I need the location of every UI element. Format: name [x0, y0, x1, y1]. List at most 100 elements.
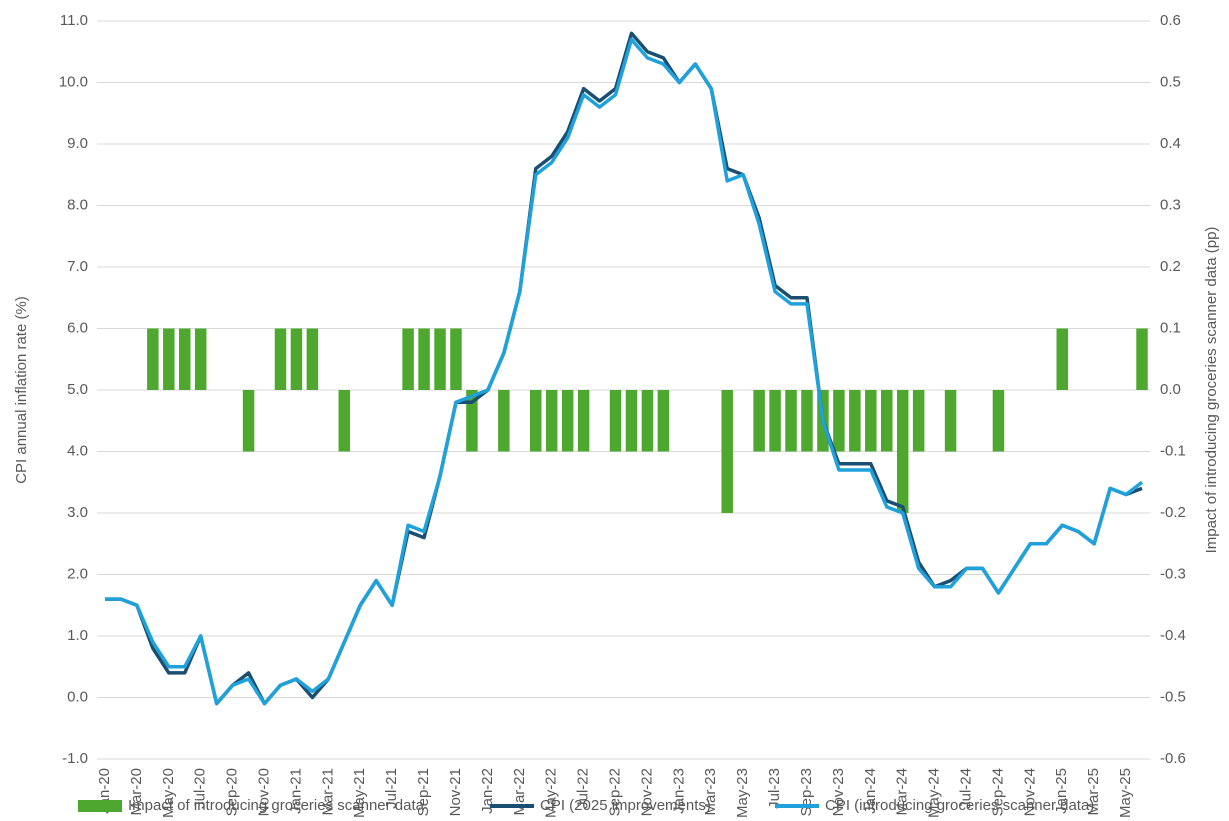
legend-label: CPI (2025 improvements): [540, 797, 711, 814]
bar: [147, 328, 159, 390]
y2-tick-label: -0.5: [1160, 688, 1186, 705]
y-tick-label: 0.0: [67, 688, 88, 705]
bar: [242, 390, 255, 452]
y2-tick-label: -0.6: [1160, 750, 1186, 767]
line: [104, 31, 1143, 706]
x-tick-label: May-20: [160, 768, 177, 818]
bar: [450, 328, 462, 390]
bar: [530, 390, 542, 452]
x-tick-label: Nov-21: [447, 768, 464, 816]
x-tick-label: Sep-21: [415, 768, 432, 816]
bar: [274, 328, 287, 390]
y-tick-label: 10.0: [59, 73, 88, 90]
bar: [865, 390, 877, 452]
x-tick-label: Jan-22: [479, 768, 496, 814]
x-tick-label: Mar-20: [128, 768, 145, 816]
bar: [545, 390, 558, 452]
y-tick-label: 2.0: [67, 565, 88, 582]
x-tick-label: May-22: [543, 768, 560, 818]
y2-tick-label: 0.1: [1160, 319, 1181, 336]
bar: [657, 390, 670, 452]
bar: [625, 390, 638, 452]
x-tick-label: Jul-23: [766, 768, 783, 809]
x-tick-label: Jan-21: [287, 768, 304, 814]
x-tick-label: May-24: [926, 768, 943, 818]
x-tick-label: Sep-20: [224, 768, 241, 816]
y-tick-label: 1.0: [67, 627, 88, 644]
legend-label: CPI (introducing groceries scanner data): [825, 797, 1094, 814]
x-tick-label: May-21: [351, 768, 368, 818]
x-tick-label: Mar-21: [319, 768, 336, 816]
y-tick-label: 4.0: [67, 442, 88, 459]
bar: [801, 390, 813, 452]
y-tick-label: 6.0: [67, 319, 88, 336]
bar: [753, 390, 765, 452]
y2-tick-label: -0.3: [1160, 565, 1186, 582]
x-tick-label: Nov-20: [255, 768, 272, 816]
x-tick-label: Sep-23: [798, 768, 815, 816]
bar: [179, 328, 191, 390]
x-tick-label: Nov-23: [830, 768, 847, 816]
x-tick-label: Jan-23: [670, 768, 687, 814]
y2-axis-label: Impact of introducing groceries scanner …: [1203, 227, 1220, 554]
bar: [306, 328, 319, 390]
y-tick-label: 7.0: [67, 258, 88, 275]
bar: [609, 390, 622, 452]
bar: [833, 390, 845, 452]
y-axis-label: CPI annual inflation rate (%): [13, 296, 30, 484]
x-tick-label: Jul-20: [192, 768, 209, 809]
bar: [912, 390, 925, 452]
y2-tick-label: 0.4: [1160, 135, 1181, 152]
bar: [194, 328, 207, 390]
y2-tick-label: -0.4: [1160, 627, 1186, 644]
x-tick-label: Jan-25: [1053, 768, 1070, 814]
y2-tick-label: 0.3: [1160, 196, 1181, 213]
bar: [466, 390, 478, 452]
bar: [785, 390, 797, 452]
x-tick-label: Mar-23: [702, 768, 719, 816]
x-tick-label: Mar-24: [894, 768, 911, 816]
x-tick-label: Jan-24: [862, 768, 879, 814]
x-tick-label: Mar-25: [1085, 768, 1102, 816]
legend-swatch: [78, 800, 122, 812]
x-tick-label: May-23: [734, 768, 751, 818]
bar: [163, 328, 175, 390]
x-tick-label: Jul-22: [575, 768, 592, 809]
y-tick-label: 3.0: [67, 504, 88, 521]
x-tick-label: Nov-24: [1021, 768, 1038, 816]
bar: [849, 390, 861, 452]
bar: [418, 328, 430, 390]
x-tick-label: Nov-22: [638, 768, 655, 816]
y-tick-label: 5.0: [67, 381, 88, 398]
bar: [992, 390, 1005, 452]
bar: [896, 390, 909, 513]
bar: [434, 328, 446, 390]
x-tick-label: Sep-24: [989, 768, 1006, 816]
bar: [290, 328, 303, 390]
bar: [721, 390, 733, 513]
x-tick-label: Sep-22: [606, 768, 623, 816]
bar: [1056, 328, 1068, 390]
bar: [561, 390, 574, 452]
y2-tick-label: 0.5: [1160, 73, 1181, 90]
legend-label: Impact of introducing groceries scanner …: [128, 797, 425, 814]
bar: [944, 390, 957, 452]
x-tick-label: May-25: [1117, 768, 1134, 818]
y-tick-label: -1.0: [62, 750, 88, 767]
line: [104, 37, 1144, 706]
x-tick-label: Jul-24: [957, 768, 974, 809]
y2-tick-label: 0.2: [1160, 258, 1181, 275]
bar: [402, 328, 414, 390]
x-tick-label: Mar-22: [511, 768, 528, 816]
bar: [498, 390, 510, 452]
y2-tick-label: -0.2: [1160, 504, 1186, 521]
x-tick-label: Jul-21: [383, 768, 400, 809]
y-tick-label: 9.0: [67, 135, 88, 152]
bar: [338, 390, 351, 452]
bar: [769, 390, 781, 452]
y-tick-label: 8.0: [67, 196, 88, 213]
y-tick-label: 11.0: [60, 12, 88, 29]
bar: [881, 390, 893, 452]
bar: [1136, 328, 1148, 390]
